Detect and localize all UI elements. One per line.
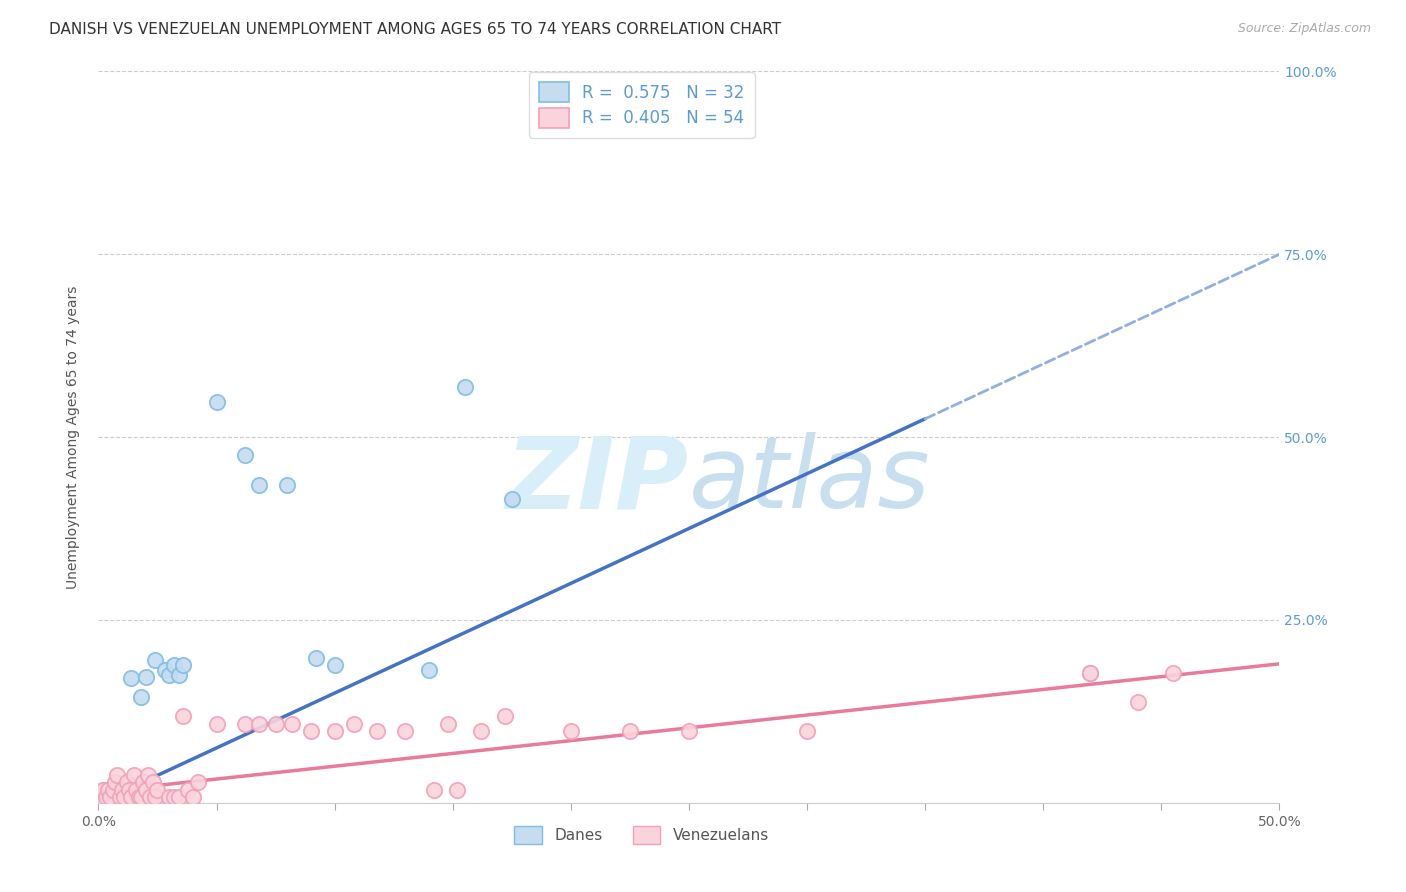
Y-axis label: Unemployment Among Ages 65 to 74 years: Unemployment Among Ages 65 to 74 years [66,285,80,589]
Text: ZIP: ZIP [506,433,689,530]
Legend: Danes, Venezuelans: Danes, Venezuelans [509,820,775,850]
Text: Source: ZipAtlas.com: Source: ZipAtlas.com [1237,22,1371,36]
Text: atlas: atlas [689,433,931,530]
Text: DANISH VS VENEZUELAN UNEMPLOYMENT AMONG AGES 65 TO 74 YEARS CORRELATION CHART: DANISH VS VENEZUELAN UNEMPLOYMENT AMONG … [49,22,782,37]
